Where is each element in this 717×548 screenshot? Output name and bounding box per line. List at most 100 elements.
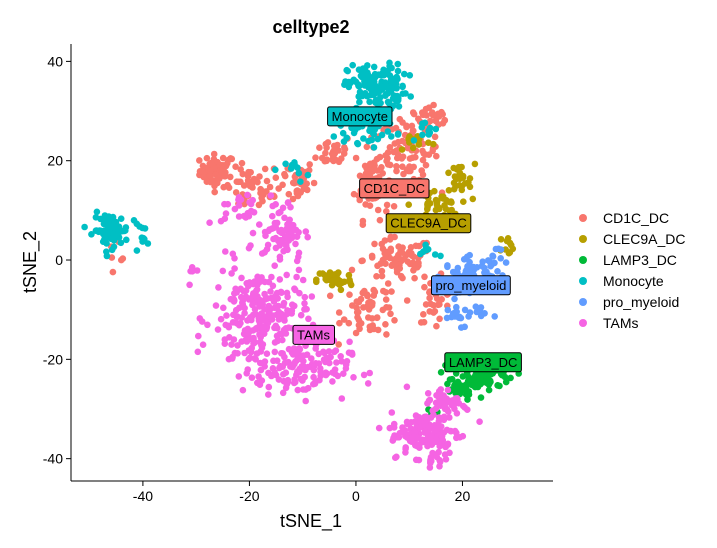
point-tams xyxy=(265,278,273,286)
point-tams xyxy=(308,361,316,368)
point-pro-myeloid xyxy=(492,245,500,253)
point-cd1c-dc xyxy=(399,244,406,251)
point-monocyte xyxy=(93,208,101,216)
point-monocyte xyxy=(350,129,358,137)
point-cd1c-dc xyxy=(415,259,422,267)
point-tams xyxy=(251,278,258,285)
point-cd1c-dc xyxy=(408,122,416,130)
point-monocyte xyxy=(388,85,396,92)
point-monocyte xyxy=(370,63,378,71)
point-cd1c-dc xyxy=(391,317,398,324)
point-monocyte xyxy=(386,72,394,79)
point-cd1c-dc xyxy=(359,289,367,297)
point-clec9a-dc xyxy=(471,160,479,168)
point-monocyte xyxy=(382,91,390,98)
point-tams xyxy=(246,199,253,206)
point-monocyte xyxy=(360,135,367,142)
point-cd1c-dc xyxy=(392,260,400,268)
point-tams xyxy=(253,350,261,357)
point-tams xyxy=(257,333,265,341)
point-tams xyxy=(412,456,420,464)
point-cd1c-dc xyxy=(383,208,390,215)
point-cd1c-dc xyxy=(336,319,343,327)
point-tams xyxy=(345,349,353,357)
point-cd1c-dc xyxy=(345,319,353,327)
point-clec9a-dc xyxy=(458,186,466,194)
point-pro-myeloid xyxy=(458,324,465,331)
point-cd1c-dc xyxy=(433,322,440,330)
point-tams xyxy=(186,281,193,289)
point-cd1c-dc xyxy=(410,110,418,118)
point-tams xyxy=(265,302,273,310)
point-cd1c-dc xyxy=(382,260,389,268)
point-cd1c-dc xyxy=(373,273,380,280)
point-cd1c-dc xyxy=(396,115,404,123)
point-tams xyxy=(415,417,423,425)
y-tick-label: -40 xyxy=(43,451,63,467)
point-monocyte xyxy=(358,71,366,78)
point-cd1c-dc xyxy=(255,201,263,209)
point-lamp3-dc xyxy=(486,380,493,387)
legend: CD1C_DC CLEC9A_DC LAMP3_DC Monocyte pro_myel… xyxy=(579,210,685,331)
point-cd1c-dc xyxy=(420,318,428,326)
point-cd1c-dc xyxy=(199,162,207,170)
legend-label: TAMs xyxy=(603,315,639,331)
point-tams xyxy=(245,244,253,252)
point-lamp3-dc xyxy=(457,387,465,394)
point-cd1c-dc xyxy=(366,173,374,180)
point-cd1c-dc xyxy=(377,260,385,267)
point-cd1c-dc xyxy=(393,167,400,175)
point-monocyte xyxy=(394,131,402,138)
point-tams xyxy=(261,249,269,256)
point-cd1c-dc xyxy=(301,183,308,191)
point-clec9a-dc xyxy=(469,195,477,203)
point-tams xyxy=(267,192,275,199)
point-tams xyxy=(281,214,288,222)
legend-key-pro-myeloid xyxy=(579,298,587,306)
point-tams xyxy=(315,360,323,367)
point-tams xyxy=(271,219,279,227)
legend-label: pro_myeloid xyxy=(603,294,679,310)
point-tams xyxy=(436,463,443,470)
point-tams xyxy=(269,225,277,232)
point-cd1c-dc xyxy=(384,280,392,287)
point-monocyte xyxy=(393,98,400,105)
point-tams xyxy=(430,411,437,419)
point-pro-myeloid xyxy=(502,259,510,266)
point-cd1c-dc xyxy=(426,289,433,296)
point-monocyte xyxy=(394,67,402,75)
point-cd1c-dc xyxy=(285,190,293,198)
y-tick-label: 20 xyxy=(47,153,63,169)
point-cd1c-dc xyxy=(433,152,440,160)
point-monocyte xyxy=(133,220,141,228)
point-monocyte xyxy=(406,72,414,79)
point-monocyte xyxy=(375,71,382,78)
point-tams xyxy=(287,203,294,211)
point-clec9a-dc xyxy=(424,201,431,208)
point-tams xyxy=(196,315,204,322)
point-lamp3-dc xyxy=(465,391,473,398)
cluster-label-clec9a-dc: CLEC9A_DC xyxy=(385,213,472,234)
point-monocyte xyxy=(395,103,403,110)
point-monocyte xyxy=(422,245,430,253)
point-monocyte xyxy=(386,100,393,107)
point-lamp3-dc xyxy=(446,376,454,383)
point-lamp3-dc xyxy=(494,382,502,389)
point-monocyte xyxy=(103,248,110,255)
point-cd1c-dc xyxy=(423,112,431,119)
point-tams xyxy=(276,228,283,235)
point-tams xyxy=(231,290,238,297)
point-cd1c-dc xyxy=(422,161,430,169)
point-cd1c-dc xyxy=(370,286,378,294)
point-lamp3-dc xyxy=(437,369,445,376)
point-tams xyxy=(284,293,291,301)
point-tams xyxy=(235,373,243,380)
point-cd1c-dc xyxy=(237,166,244,173)
point-tams xyxy=(263,350,271,358)
point-tams xyxy=(438,432,446,440)
point-monocyte xyxy=(377,94,384,101)
point-monocyte xyxy=(410,137,418,144)
point-tams xyxy=(393,453,400,461)
cluster-label-box xyxy=(431,275,511,296)
point-tams xyxy=(231,349,239,357)
